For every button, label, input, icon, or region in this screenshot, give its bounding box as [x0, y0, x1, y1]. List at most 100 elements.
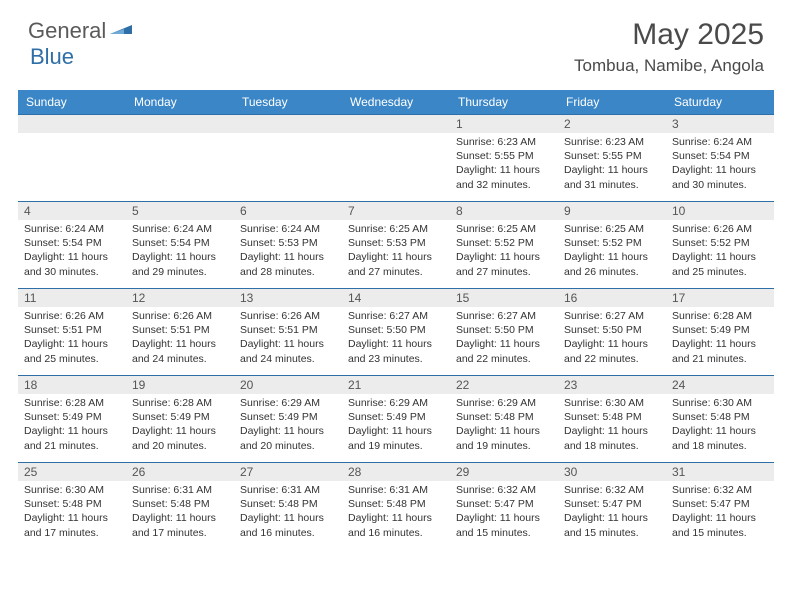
calendar-cell: 9Sunrise: 6:25 AMSunset: 5:52 PMDaylight… [558, 202, 666, 288]
daylight-text: Daylight: 11 hours and 21 minutes. [672, 337, 768, 365]
sunset-text: Sunset: 5:50 PM [456, 323, 552, 337]
cell-body: Sunrise: 6:31 AMSunset: 5:48 PMDaylight:… [234, 481, 342, 544]
cell-body: Sunrise: 6:24 AMSunset: 5:54 PMDaylight:… [18, 220, 126, 283]
daylight-text: Daylight: 11 hours and 18 minutes. [564, 424, 660, 452]
day-number: 4 [18, 202, 126, 220]
daylight-text: Daylight: 11 hours and 17 minutes. [24, 511, 120, 539]
calendar-cell: 7Sunrise: 6:25 AMSunset: 5:53 PMDaylight… [342, 202, 450, 288]
cell-body: Sunrise: 6:27 AMSunset: 5:50 PMDaylight:… [450, 307, 558, 370]
sunrise-text: Sunrise: 6:32 AM [456, 483, 552, 497]
day-number: 23 [558, 376, 666, 394]
cell-body: Sunrise: 6:30 AMSunset: 5:48 PMDaylight:… [18, 481, 126, 544]
day-number [342, 115, 450, 133]
cell-body: Sunrise: 6:27 AMSunset: 5:50 PMDaylight:… [558, 307, 666, 370]
day-number: 27 [234, 463, 342, 481]
day-number: 15 [450, 289, 558, 307]
cell-body: Sunrise: 6:27 AMSunset: 5:50 PMDaylight:… [342, 307, 450, 370]
day-number: 26 [126, 463, 234, 481]
sunrise-text: Sunrise: 6:27 AM [348, 309, 444, 323]
sunset-text: Sunset: 5:55 PM [456, 149, 552, 163]
sunset-text: Sunset: 5:51 PM [132, 323, 228, 337]
calendar-cell: 16Sunrise: 6:27 AMSunset: 5:50 PMDayligh… [558, 289, 666, 375]
cell-body: Sunrise: 6:28 AMSunset: 5:49 PMDaylight:… [18, 394, 126, 457]
sunset-text: Sunset: 5:53 PM [240, 236, 336, 250]
cell-body: Sunrise: 6:24 AMSunset: 5:54 PMDaylight:… [666, 133, 774, 196]
day-number: 11 [18, 289, 126, 307]
day-number: 7 [342, 202, 450, 220]
calendar-cell: 29Sunrise: 6:32 AMSunset: 5:47 PMDayligh… [450, 463, 558, 549]
cell-body: Sunrise: 6:29 AMSunset: 5:49 PMDaylight:… [234, 394, 342, 457]
weeks-container: 1Sunrise: 6:23 AMSunset: 5:55 PMDaylight… [18, 114, 774, 549]
cell-body: Sunrise: 6:26 AMSunset: 5:52 PMDaylight:… [666, 220, 774, 283]
daylight-text: Daylight: 11 hours and 20 minutes. [132, 424, 228, 452]
dayhead: Thursday [450, 90, 558, 114]
cell-body: Sunrise: 6:28 AMSunset: 5:49 PMDaylight:… [666, 307, 774, 370]
cell-body: Sunrise: 6:26 AMSunset: 5:51 PMDaylight:… [234, 307, 342, 370]
sunrise-text: Sunrise: 6:30 AM [564, 396, 660, 410]
day-number [126, 115, 234, 133]
daylight-text: Daylight: 11 hours and 23 minutes. [348, 337, 444, 365]
month-title: May 2025 [574, 18, 764, 52]
sunset-text: Sunset: 5:47 PM [456, 497, 552, 511]
cell-body: Sunrise: 6:26 AMSunset: 5:51 PMDaylight:… [18, 307, 126, 370]
calendar-cell: 19 Sunrise: 6:28 AMSunset: 5:49 PMDayligh… [126, 376, 234, 462]
sunset-text: Sunset: 5:55 PM [564, 149, 660, 163]
sunrise-text: Sunrise: 6:27 AM [564, 309, 660, 323]
daylight-text: Daylight: 11 hours and 28 minutes. [240, 250, 336, 278]
day-number: 9 [558, 202, 666, 220]
calendar-cell: 10Sunrise: 6:26 AMSunset: 5:52 PMDayligh… [666, 202, 774, 288]
calendar-cell: 28Sunrise: 6:31 AMSunset: 5:48 PMDayligh… [342, 463, 450, 549]
calendar-cell: 20Sunrise: 6:29 AMSunset: 5:49 PMDayligh… [234, 376, 342, 462]
calendar-cell: 13Sunrise: 6:26 AMSunset: 5:51 PMDayligh… [234, 289, 342, 375]
calendar-cell: 14Sunrise: 6:27 AMSunset: 5:50 PMDayligh… [342, 289, 450, 375]
daylight-text: Daylight: 11 hours and 30 minutes. [24, 250, 120, 278]
sunrise-text: Sunrise: 6:26 AM [240, 309, 336, 323]
sunset-text: Sunset: 5:50 PM [348, 323, 444, 337]
day-number: 29 [450, 463, 558, 481]
calendar-cell [234, 115, 342, 201]
daylight-text: Daylight: 11 hours and 18 minutes. [672, 424, 768, 452]
sunrise-text: Sunrise: 6:23 AM [456, 135, 552, 149]
sunrise-text: Sunrise: 6:31 AM [132, 483, 228, 497]
daylight-text: Daylight: 11 hours and 25 minutes. [672, 250, 768, 278]
daylight-text: Daylight: 11 hours and 15 minutes. [672, 511, 768, 539]
daylight-text: Daylight: 11 hours and 30 minutes. [672, 163, 768, 191]
calendar-cell: 12Sunrise: 6:26 AMSunset: 5:51 PMDayligh… [126, 289, 234, 375]
day-number: 1 [450, 115, 558, 133]
sunrise-text: Sunrise: 6:26 AM [132, 309, 228, 323]
sunrise-text: Sunrise: 6:25 AM [348, 222, 444, 236]
day-number: 21 [342, 376, 450, 394]
sunrise-text: Sunrise: 6:32 AM [672, 483, 768, 497]
sunset-text: Sunset: 5:49 PM [348, 410, 444, 424]
week-row: 25Sunrise: 6:30 AMSunset: 5:48 PMDayligh… [18, 462, 774, 549]
sunrise-text: Sunrise: 6:24 AM [24, 222, 120, 236]
cell-body: Sunrise: 6:32 AMSunset: 5:47 PMDaylight:… [450, 481, 558, 544]
dayhead: Friday [558, 90, 666, 114]
sunrise-text: Sunrise: 6:27 AM [456, 309, 552, 323]
day-number: 19 [126, 376, 234, 394]
cell-body: Sunrise: 6:30 AMSunset: 5:48 PMDaylight:… [558, 394, 666, 457]
sunset-text: Sunset: 5:53 PM [348, 236, 444, 250]
sunset-text: Sunset: 5:49 PM [132, 410, 228, 424]
daylight-text: Daylight: 11 hours and 15 minutes. [456, 511, 552, 539]
cell-body: Sunrise: 6:31 AMSunset: 5:48 PMDaylight:… [126, 481, 234, 544]
daylight-text: Daylight: 11 hours and 22 minutes. [456, 337, 552, 365]
sunset-text: Sunset: 5:54 PM [24, 236, 120, 250]
week-row: 18Sunrise: 6:28 AMSunset: 5:49 PMDayligh… [18, 375, 774, 462]
sunrise-text: Sunrise: 6:25 AM [456, 222, 552, 236]
day-number: 28 [342, 463, 450, 481]
sunrise-text: Sunrise: 6:28 AM [132, 396, 228, 410]
sunset-text: Sunset: 5:48 PM [456, 410, 552, 424]
daylight-text: Daylight: 11 hours and 21 minutes. [24, 424, 120, 452]
day-number: 31 [666, 463, 774, 481]
sunset-text: Sunset: 5:54 PM [132, 236, 228, 250]
week-row: 11Sunrise: 6:26 AMSunset: 5:51 PMDayligh… [18, 288, 774, 375]
sunrise-text: Sunrise: 6:29 AM [240, 396, 336, 410]
logo-text-general: General [28, 18, 106, 44]
calendar-cell: 6Sunrise: 6:24 AMSunset: 5:53 PMDaylight… [234, 202, 342, 288]
calendar-cell: 2Sunrise: 6:23 AMSunset: 5:55 PMDaylight… [558, 115, 666, 201]
calendar-cell: 18Sunrise: 6:28 AMSunset: 5:49 PMDayligh… [18, 376, 126, 462]
sunset-text: Sunset: 5:50 PM [564, 323, 660, 337]
sunset-text: Sunset: 5:47 PM [564, 497, 660, 511]
day-number: 6 [234, 202, 342, 220]
